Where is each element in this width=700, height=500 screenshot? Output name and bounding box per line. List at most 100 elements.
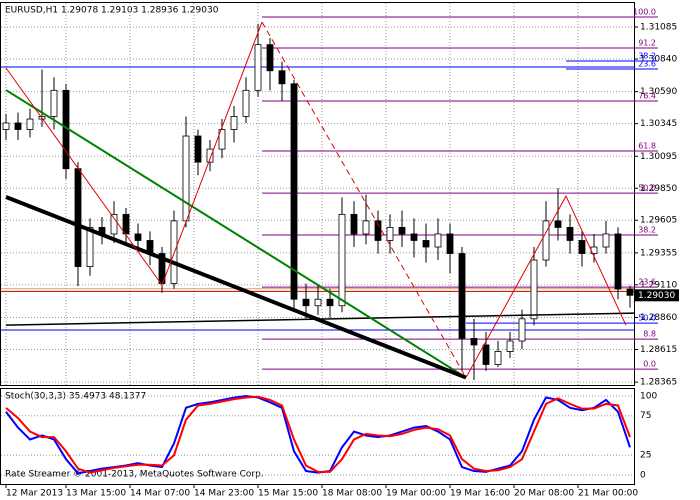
y-tick-label: 1.29605 (640, 216, 677, 226)
current-price-label: 1.29030 (638, 291, 675, 301)
y-tick-label: 1.30840 (640, 55, 677, 65)
candle-body (530, 259, 538, 320)
candle-body (494, 351, 502, 365)
y-tick-label: 100 (640, 391, 657, 401)
candle-body (506, 340, 514, 352)
candle-body (434, 233, 442, 248)
candle-body (290, 83, 298, 300)
chart-header: EURUSD,H1 1.29078 1.29103 1.28936 1.2903… (5, 6, 219, 16)
candle-body (566, 227, 574, 241)
candle-body (518, 318, 526, 342)
candle-body (542, 220, 550, 261)
y-tick-label: 1.29110 (640, 280, 677, 290)
candle-body (362, 220, 370, 235)
x-tick-label: 18 Mar 08:00 (322, 489, 382, 499)
candle-body (242, 89, 250, 117)
fib-label: 61.8 (638, 142, 656, 151)
main-frame (0, 2, 635, 386)
candle-body (458, 253, 466, 339)
x-tick-label: 21 Mar 00:00 (578, 489, 638, 499)
candle-body (14, 122, 22, 130)
candle-body (626, 288, 634, 296)
stoch-line (5, 395, 631, 474)
candle-body (602, 233, 610, 248)
x-tick-label: 13 Mar 15:00 (66, 489, 126, 499)
candle-body (482, 344, 490, 365)
candle-body (470, 337, 478, 346)
candle-body (374, 220, 382, 241)
y-tick-label: 1.31085 (640, 23, 677, 33)
x-tick-label: 19 Mar 16:00 (450, 489, 510, 499)
candle-body (26, 118, 34, 130)
y-tick-label: 1.30590 (640, 87, 677, 97)
x-tick-label: 19 Mar 00:00 (386, 489, 446, 499)
candle-body (194, 135, 202, 163)
candle-body (74, 168, 82, 267)
candle-body (386, 227, 394, 241)
trendline (465, 194, 627, 378)
y-tick-label: 1.30345 (640, 119, 677, 129)
fib-label: 23.6 (638, 278, 656, 287)
candle-body (410, 233, 418, 241)
candle-body (338, 213, 346, 307)
candle-body (266, 44, 274, 72)
fib-label: 23.6 (638, 60, 656, 69)
candle-body (254, 44, 262, 91)
candle-body (326, 298, 334, 307)
candle-body (446, 233, 454, 254)
fib-label: 38.2 (638, 51, 656, 60)
footer: Rate Streamer © 2001-2013, MetaQuotes So… (5, 470, 264, 480)
fib-label: 38.2 (638, 225, 656, 234)
candle-body (182, 135, 190, 222)
candle-body (50, 89, 58, 117)
candle-body (122, 213, 130, 235)
x-tick-label: 12 Mar 2013 (6, 489, 63, 499)
candle-body (314, 298, 322, 307)
fib-label: 0.0 (643, 360, 656, 369)
candle-body (614, 233, 622, 290)
y-tick-label: 1.28365 (640, 378, 677, 388)
y-tick-label: 25 (640, 451, 651, 461)
y-tick-label: 1.29355 (640, 248, 677, 258)
current-price-box (635, 289, 679, 302)
y-tick-label: 1.30095 (640, 152, 677, 162)
candle-body (578, 240, 586, 254)
y-tick-label: 1.28860 (640, 313, 677, 323)
candle-body (86, 227, 94, 267)
fib-label: 76.4 (638, 92, 656, 101)
y-tick-label: 1.29850 (640, 184, 677, 194)
trendline (5, 195, 467, 380)
x-tick-label: 20 Mar 08:00 (514, 489, 574, 499)
candle-body (230, 116, 238, 130)
stoch-title: Stoch(30,3,3) 35.4973 48.1377 (5, 392, 146, 402)
y-tick-label: 75 (640, 411, 651, 421)
candle-body (158, 253, 166, 284)
candle-body (350, 213, 358, 235)
stoch-line (5, 394, 631, 475)
fib-label: 100.0 (633, 7, 656, 16)
stoch-frame (0, 388, 635, 485)
fib-label: 50.0 (638, 184, 656, 193)
candle-body (2, 122, 10, 130)
candle-body (278, 70, 286, 85)
x-tick-label: 14 Mar 07:00 (130, 489, 190, 499)
fib-label: 8.8 (643, 330, 656, 339)
fib-label: 91.2 (638, 39, 656, 48)
y-tick-label: 1.28615 (640, 345, 677, 355)
x-tick-label: 14 Mar 23:00 (194, 489, 254, 499)
candle-body (134, 233, 142, 241)
candle-body (302, 298, 310, 307)
fib-label: 50.0 (638, 314, 656, 323)
candle-body (422, 240, 430, 248)
candle-body (110, 213, 118, 235)
candle-body (554, 220, 562, 228)
trendline (5, 21, 263, 287)
candle-body (218, 129, 226, 150)
x-tick-label: 15 Mar 15:00 (258, 489, 318, 499)
y-tick-label: 0 (640, 470, 646, 480)
trendline (261, 21, 467, 378)
candle-body (398, 227, 406, 235)
candle-body (206, 148, 214, 163)
